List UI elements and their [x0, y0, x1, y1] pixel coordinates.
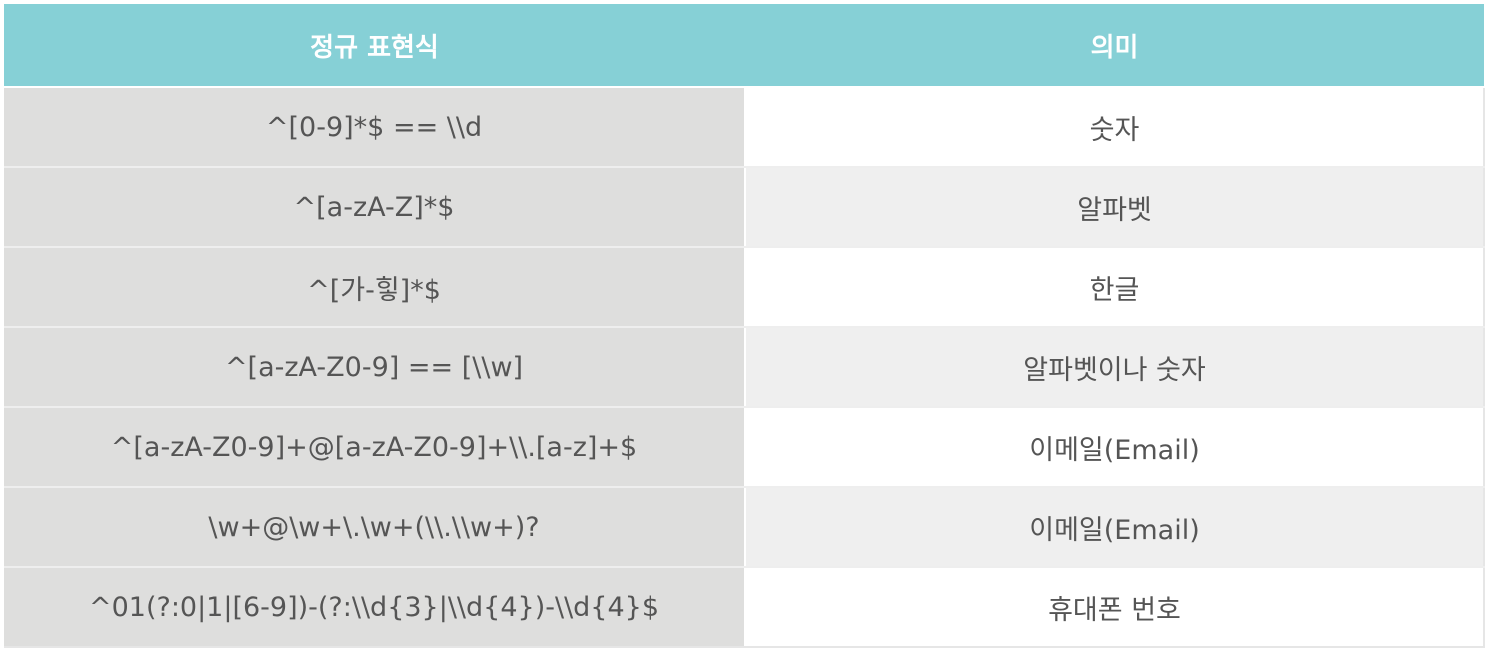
- pattern-cell: ^[가-힣]*$: [4, 247, 746, 328]
- meaning-cell: 한글: [745, 247, 1485, 328]
- table-row: ^[a-zA-Z0-9] == [\\w] 알파벳이나 숫자: [4, 327, 1485, 408]
- pattern-cell: ^[a-zA-Z]*$: [4, 167, 746, 248]
- column-header-pattern: 정규 표현식: [4, 4, 745, 88]
- table-row: ^[0-9]*$ == \\d 숫자: [4, 87, 1485, 168]
- meaning-cell: 이메일(Email): [745, 487, 1485, 568]
- meaning-cell: 알파벳: [745, 167, 1485, 248]
- pattern-cell: \w+@\w+\.\w+(\\.\\w+)?: [4, 487, 746, 568]
- meaning-cell: 휴대폰 번호: [745, 567, 1485, 648]
- pattern-cell: ^01(?:0|1|[6-9])-(?:\\d{3}|\\d{4})-\\d{4…: [4, 567, 746, 648]
- regex-table-container: 정규 표현식 의미 ^[0-9]*$ == \\d 숫자 ^[a-zA-Z]*$…: [4, 4, 1485, 648]
- table-row: ^01(?:0|1|[6-9])-(?:\\d{3}|\\d{4})-\\d{4…: [4, 567, 1485, 648]
- pattern-cell: ^[a-zA-Z0-9] == [\\w]: [4, 327, 746, 408]
- table-header-row: 정규 표현식 의미: [4, 4, 1484, 88]
- pattern-cell: ^[a-zA-Z0-9]+@[a-zA-Z0-9]+\\.[a-z]+$: [4, 407, 746, 488]
- meaning-cell: 이메일(Email): [745, 407, 1485, 488]
- pattern-cell: ^[0-9]*$ == \\d: [4, 87, 746, 168]
- table-row: ^[가-힣]*$ 한글: [4, 247, 1485, 328]
- meaning-cell: 숫자: [745, 87, 1485, 168]
- table-row: ^[a-zA-Z]*$ 알파벳: [4, 167, 1485, 248]
- regex-table: 정규 표현식 의미 ^[0-9]*$ == \\d 숫자 ^[a-zA-Z]*$…: [4, 4, 1485, 648]
- table-row: ^[a-zA-Z0-9]+@[a-zA-Z0-9]+\\.[a-z]+$ 이메일…: [4, 407, 1485, 488]
- column-header-meaning: 의미: [745, 4, 1484, 88]
- table-row: \w+@\w+\.\w+(\\.\\w+)? 이메일(Email): [4, 487, 1485, 568]
- meaning-cell: 알파벳이나 숫자: [745, 327, 1485, 408]
